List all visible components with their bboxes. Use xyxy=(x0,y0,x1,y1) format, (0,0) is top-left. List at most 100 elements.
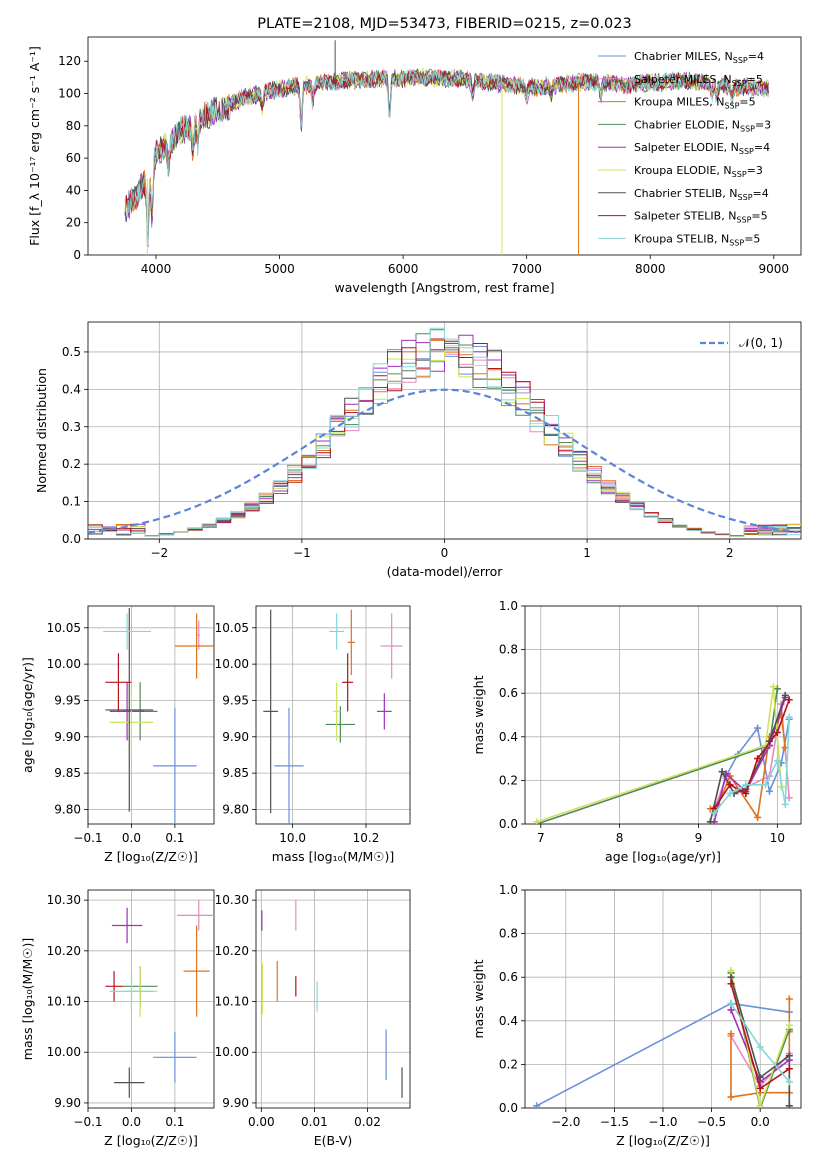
y-tick-label: 1.0 xyxy=(499,883,518,897)
weight-marker-chabrier_miles xyxy=(533,1102,541,1108)
legend-label: Kroupa STELIB, NSSP=5 xyxy=(634,232,760,247)
x-tick-label: −1.0 xyxy=(648,1115,677,1129)
legend-label-value: =3 xyxy=(747,164,763,177)
legend-label: Chabrier MILES, NSSP=4 xyxy=(634,50,764,65)
weight-marker-chabrier_elodie xyxy=(773,685,781,693)
y-tick-label: 1.0 xyxy=(499,599,518,613)
x-tick-label: 0.1 xyxy=(165,1115,184,1129)
weight-marker-salpeter_stelib xyxy=(785,1065,793,1073)
legend-label-sub: SSP xyxy=(732,170,747,179)
x-axis-label: (data-model)/error xyxy=(387,564,504,579)
y-tick-label: 10.00 xyxy=(47,657,81,671)
y-tick-label: 9.95 xyxy=(54,693,81,707)
axes-frame xyxy=(87,36,802,256)
gaussian-curve xyxy=(88,388,799,534)
x-tick-label: 0 xyxy=(441,546,449,560)
y-tick-label: 100 xyxy=(58,87,81,101)
x-axis-label: wavelength [Angstrom, rest frame] xyxy=(334,280,554,295)
weight-marker-chabrier_stelib xyxy=(785,1052,793,1060)
y-tick-label: 9.85 xyxy=(54,766,81,780)
y-axis-label: mass weight xyxy=(471,959,486,1038)
x-axis-label: mass [log₁₀(M/M☉)] xyxy=(272,849,394,864)
weight-marker-salpeter_stelib xyxy=(756,1084,764,1092)
x-tick-label: 9000 xyxy=(759,262,790,276)
y-tick-label: 0.1 xyxy=(62,495,81,509)
x-tick-label: 6000 xyxy=(388,262,419,276)
y-tick-label: 10.10 xyxy=(47,995,81,1009)
plot-area xyxy=(88,327,801,537)
y-tick-label: 0.2 xyxy=(499,1057,518,1071)
legend-label-sub: SSP xyxy=(729,238,744,247)
legend-label-sub: SSP xyxy=(739,147,754,156)
weight-marker-kroupa_elodie xyxy=(727,967,735,975)
weight-line-kroupa_elodie xyxy=(536,685,783,823)
y-tick-label: 9.85 xyxy=(222,766,249,780)
weight-marker-salpeter_stelib xyxy=(742,789,750,797)
plot-area xyxy=(533,967,793,1108)
weight-marker-kroupa_miles xyxy=(727,1093,735,1101)
y-axis-label: mass weight xyxy=(471,675,486,754)
legend: 𝒩(0, 1) xyxy=(700,336,783,350)
y-tick-label: 80 xyxy=(66,119,81,133)
weight-marker-salpeter_stelib xyxy=(727,980,735,988)
weight-marker-chabrier_stelib xyxy=(718,768,726,776)
legend-label: Salpeter ELODIE, NSSP=4 xyxy=(634,141,770,156)
x-tick-label: −1 xyxy=(293,546,311,560)
axes-frame xyxy=(524,889,802,1109)
weight-marker-chabrier_stelib xyxy=(781,691,789,699)
legend-label: Salpeter MILES, NSSP=5 xyxy=(634,73,763,88)
x-tick-label: 7000 xyxy=(511,262,542,276)
x-tick-label: 0.00 xyxy=(248,1115,275,1129)
x-tick-label: 0.01 xyxy=(301,1115,328,1129)
chart-weight_vs_Z: −2.0 −1.5 −1.0 −0.5 0.0 0.0 0.2 0.4 0.6 0.8 1.0 Z [… xyxy=(471,883,802,1148)
y-tick-label: 0.4 xyxy=(62,382,81,396)
weight-marker-kroupa_stelib xyxy=(726,789,734,797)
legend-label-text: Chabrier MILES, N xyxy=(634,50,733,63)
y-tick-label: 10.30 xyxy=(215,893,249,907)
x-tick-label: 0.0 xyxy=(751,1115,770,1129)
legend-label-sub: SSP xyxy=(740,124,755,133)
legend-label-sub: SSP xyxy=(733,56,748,65)
y-axis-label: Flux [f_λ 10⁻¹⁷ erg cm⁻² s⁻¹ A⁻¹] xyxy=(27,46,42,246)
weight-marker-kroupa_elodie xyxy=(756,1102,764,1108)
y-tick-label: 0.0 xyxy=(62,532,81,546)
legend-label-sub: SSP xyxy=(738,193,753,202)
y-tick-label: 0.5 xyxy=(62,345,81,359)
legend-label-text: Kroupa MILES, N xyxy=(634,96,724,109)
plot-area xyxy=(261,900,403,1098)
weight-marker-kroupa_elodie xyxy=(785,1021,793,1029)
weight-marker-chabrier_miles xyxy=(754,724,762,732)
histogram-kroupa_stelib xyxy=(88,327,801,537)
legend-label-value: =5 xyxy=(751,210,767,223)
legend-label: Chabrier ELODIE, NSSP=3 xyxy=(634,118,771,133)
x-tick-label: 8000 xyxy=(635,262,666,276)
y-tick-label: 0.3 xyxy=(62,420,81,434)
weight-marker-kroupa_stelib xyxy=(742,781,750,789)
x-tick-label: −0.5 xyxy=(697,1115,726,1129)
legend-label-text: Kroupa STELIB, N xyxy=(634,232,729,245)
legend-label-text: Chabrier STELIB, N xyxy=(634,187,738,200)
y-tick-label: 0.0 xyxy=(499,817,518,831)
weight-line-kroupa_miles xyxy=(730,998,791,1098)
axes-frame xyxy=(524,605,802,825)
weight-marker-salpeter_stelib xyxy=(773,728,781,736)
legend-label-text: Salpeter ELODIE, N xyxy=(634,141,739,154)
legend-label-text: Kroupa ELODIE, N xyxy=(634,164,732,177)
x-tick-label: −2.0 xyxy=(551,1115,580,1129)
y-tick-label: 10.00 xyxy=(215,657,249,671)
y-tick-label: 9.90 xyxy=(54,1096,81,1110)
y-axis-label: age [log₁₀(age/yr)] xyxy=(20,657,35,773)
spectrum-line-salpeter_stelib xyxy=(124,69,769,241)
plot-area xyxy=(103,608,214,824)
y-tick-label: 0.0 xyxy=(499,1101,518,1115)
y-tick-label: 0.8 xyxy=(499,927,518,941)
x-tick-label: 0.0 xyxy=(122,1115,141,1129)
legend-label-value: =4 xyxy=(753,187,769,200)
plot-area xyxy=(533,683,793,824)
x-tick-label: 10.0 xyxy=(279,831,306,845)
x-tick-label: 1 xyxy=(583,546,591,560)
spectrum-line-kroupa_stelib xyxy=(124,68,769,246)
weight-marker-chabrier_stelib xyxy=(785,1102,793,1108)
y-tick-label: 0.6 xyxy=(499,970,518,984)
axes-frame xyxy=(87,605,215,825)
